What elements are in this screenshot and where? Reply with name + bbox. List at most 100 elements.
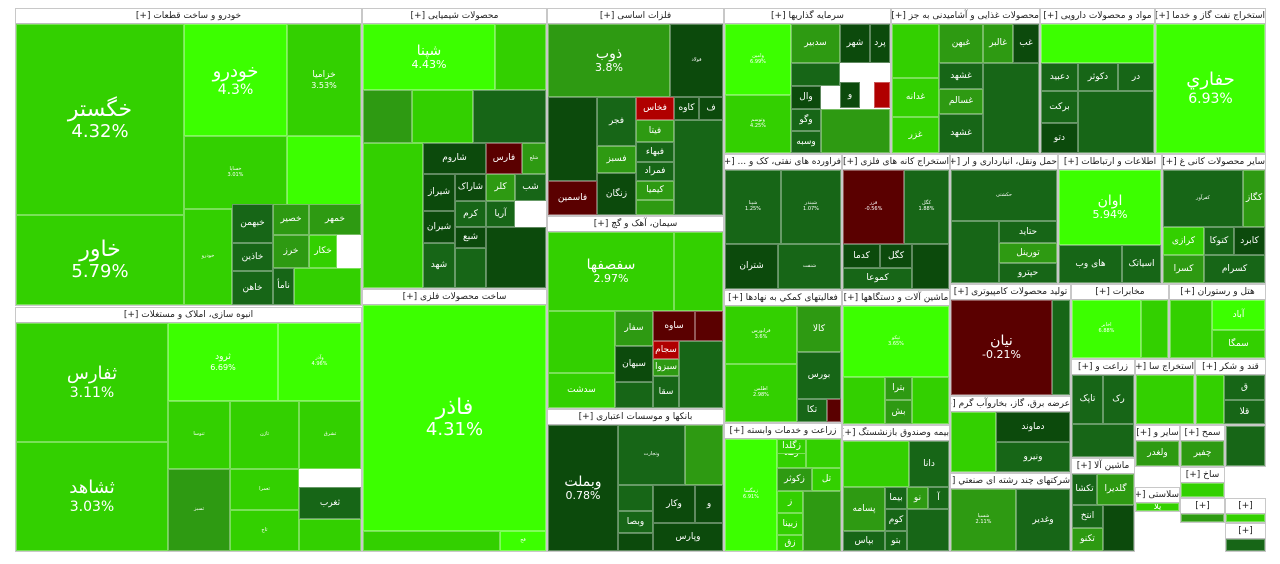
stock-tile[interactable]	[615, 382, 653, 408]
stock-tile-بش[interactable]: بش	[885, 400, 912, 424]
sector-header[interactable]: اطلاعات و ارتباطات [+]	[1059, 155, 1161, 170]
stock-tile-وپارس[interactable]: وپارس	[653, 523, 723, 551]
stock-tile-سفار[interactable]: سفار	[615, 311, 653, 346]
sector-header[interactable]: استخراج سا [+]	[1136, 360, 1194, 375]
stock-tile-خاذین[interactable]: خاذین	[232, 243, 273, 271]
stock-tile-نامأ[interactable]: نامأ	[273, 268, 294, 305]
stock-tile-شتران[interactable]: شتران	[725, 244, 778, 289]
stock-tile-آریا[interactable]: آریا	[486, 201, 515, 227]
stock-tile[interactable]	[912, 244, 949, 289]
stock-tile-های-وب[interactable]: های وب	[1059, 245, 1122, 283]
sector-header[interactable]: سیمان، آهک و گچ [+]	[548, 217, 723, 232]
sector-header[interactable]: زراعت و [+]	[1072, 360, 1134, 375]
stock-tile[interactable]	[1072, 424, 1134, 457]
stock-tile[interactable]	[636, 200, 674, 215]
sector-header[interactable]: سرمایه گذاریها [+]	[725, 9, 890, 24]
stock-tile-ولغدر[interactable]: ولغدر	[1136, 441, 1179, 466]
sector-header[interactable]: محصولات غذایی و آشامیدنی به جز [+]	[892, 9, 1039, 24]
stock-tile-غسالم[interactable]: غسالم	[939, 89, 983, 114]
sector-header[interactable]: بیمه وصندوق بازنشستگ [+]	[843, 426, 949, 441]
stock-tile-پرد[interactable]: پرد	[870, 24, 890, 63]
stock-tile-سبزوا[interactable]: سبزوا	[653, 359, 679, 376]
stock-tile-تاپک[interactable]: تاپک	[1072, 375, 1103, 424]
stock-tile-ف[interactable]: ف	[699, 97, 723, 120]
stock-tile-شب[interactable]: شب	[515, 174, 546, 201]
stock-tile[interactable]	[1078, 91, 1154, 153]
sector-header[interactable]: سمح [+]	[1181, 426, 1224, 441]
stock-tile-غشهد[interactable]: غشهد	[939, 114, 983, 153]
stock-tile[interactable]	[1181, 514, 1224, 522]
stock-tile-غالبر[interactable]: غالبر	[983, 24, 1013, 63]
stock-tile-شپنا[interactable]: شپنا 4.43%	[363, 24, 495, 90]
stock-tile-دانا[interactable]: دانا	[909, 441, 949, 487]
stock-tile-زمگسا[interactable]: زمگسا 6.91%	[725, 439, 777, 551]
stock-tile[interactable]	[1141, 300, 1168, 358]
stock-tile-وسبه[interactable]: وسبه	[791, 131, 821, 153]
sector-header[interactable]: عرضه برق، گاز، بخاروآب گرم [+]	[951, 397, 1070, 412]
stock-tile-سفصفها[interactable]: سفصفها 2.97%	[548, 232, 674, 311]
stock-tile-خاهن[interactable]: خاهن	[232, 271, 273, 305]
stock-tile-ثغرب[interactable]: ثغرب	[299, 487, 361, 519]
stock-tile[interactable]	[363, 143, 423, 288]
stock-tile[interactable]	[791, 63, 840, 86]
stock-tile-زبینا[interactable]: زبینا	[777, 513, 803, 535]
stock-tile[interactable]	[287, 136, 361, 209]
stock-tile-خبهمن[interactable]: خبهمن	[232, 204, 273, 243]
stock-tile-وامین[interactable]: وامین 6.99%	[725, 24, 791, 95]
stock-tile[interactable]	[674, 120, 723, 215]
stock-tile-خودرو[interactable]: خودرو	[184, 209, 232, 305]
sector-header[interactable]: شرکتهای چند رشته ای صنعتي [+]	[951, 474, 1070, 489]
stock-tile-شبندر[interactable]: شبندر 1.07%	[781, 170, 841, 244]
stock-tile-فرابورس[interactable]: فرابورس 3.6%	[725, 306, 797, 364]
stock-tile-ثشاهد[interactable]: ثشاهد 3.03%	[16, 442, 168, 551]
stock-tile[interactable]	[299, 519, 361, 551]
stock-tile-ثفارس[interactable]: ثفارس 3.11%	[16, 323, 168, 442]
stock-tile-فخاس[interactable]: فخاس	[636, 97, 674, 120]
stock-tile-شیران[interactable]: شیران	[423, 211, 455, 243]
stock-tile-غزر[interactable]: غزر	[892, 117, 939, 153]
stock-tile-بترا[interactable]: بترا	[885, 377, 912, 400]
sector-header[interactable]: [+]	[1226, 499, 1265, 514]
stock-tile-وبصا[interactable]: وبصا	[618, 511, 653, 533]
sector-header[interactable]: تولید محصولات کامپیوتری [+]	[951, 285, 1070, 300]
stock-tile-خمهر[interactable]: خمهر	[309, 204, 361, 235]
stock-tile-سدبیر[interactable]: سدبیر	[791, 24, 840, 63]
stock-tile-چفیر[interactable]: چفیر	[1181, 441, 1224, 466]
stock-tile[interactable]	[843, 377, 885, 424]
stock-tile-آ[interactable]: آ	[928, 487, 949, 509]
sector-header[interactable]: محصولات شیمیایی [+]	[363, 9, 546, 24]
stock-tile-وآذر[interactable]: وآذر 4.96%	[278, 323, 361, 401]
stock-tile[interactable]	[1052, 300, 1070, 395]
stock-tile-زنگان[interactable]: زنگان	[597, 173, 636, 215]
stock-tile-اخابر[interactable]: اخابر 6.88%	[1072, 300, 1141, 358]
stock-tile[interactable]	[951, 221, 999, 283]
stock-tile-سبهان[interactable]: سبهان	[615, 346, 653, 382]
stock-tile-تکا[interactable]: تکا	[797, 399, 827, 422]
stock-tile[interactable]	[843, 441, 909, 487]
stock-tile[interactable]	[363, 90, 412, 143]
sector-header[interactable]: بانکها و موسسات اعتباری [+]	[548, 410, 723, 425]
stock-tile-کفرآور[interactable]: کفرآور	[1163, 170, 1243, 227]
stock-tile-ثاج[interactable]: ثاج	[230, 510, 299, 551]
stock-tile-بیما[interactable]: بیما	[885, 487, 907, 509]
sector-header[interactable]: فعالیتهای کمکي به نهادها [+]	[725, 291, 841, 306]
stock-tile-انتخ[interactable]: انتخ	[1072, 505, 1103, 528]
stock-tile[interactable]	[1170, 300, 1212, 358]
stock-tile-فج[interactable]: فج	[500, 531, 546, 551]
stock-tile-زق[interactable]: زق	[777, 535, 803, 551]
stock-tile[interactable]	[912, 377, 949, 424]
sector-header[interactable]: مواد و محصولات دارویی [+]	[1041, 9, 1154, 24]
stock-tile[interactable]	[821, 109, 890, 153]
stock-tile-قلا[interactable]: قلا	[1224, 400, 1265, 424]
stock-tile[interactable]	[1226, 514, 1265, 522]
sector-header[interactable]: ساخت محصولات فلزی [+]	[363, 290, 546, 305]
stock-tile-فزر[interactable]: فزر -0.56%	[843, 170, 904, 244]
stock-tile-کالا[interactable]: کالا	[797, 306, 841, 352]
stock-tile[interactable]	[548, 311, 615, 373]
stock-tile-حتاید[interactable]: حتاید	[999, 221, 1057, 243]
stock-tile[interactable]	[1196, 375, 1224, 424]
stock-tile-آباد[interactable]: آباد	[1212, 300, 1265, 330]
stock-tile[interactable]	[806, 439, 841, 468]
stock-tile[interactable]	[412, 90, 473, 143]
stock-tile-ز[interactable]: ز	[777, 491, 803, 513]
